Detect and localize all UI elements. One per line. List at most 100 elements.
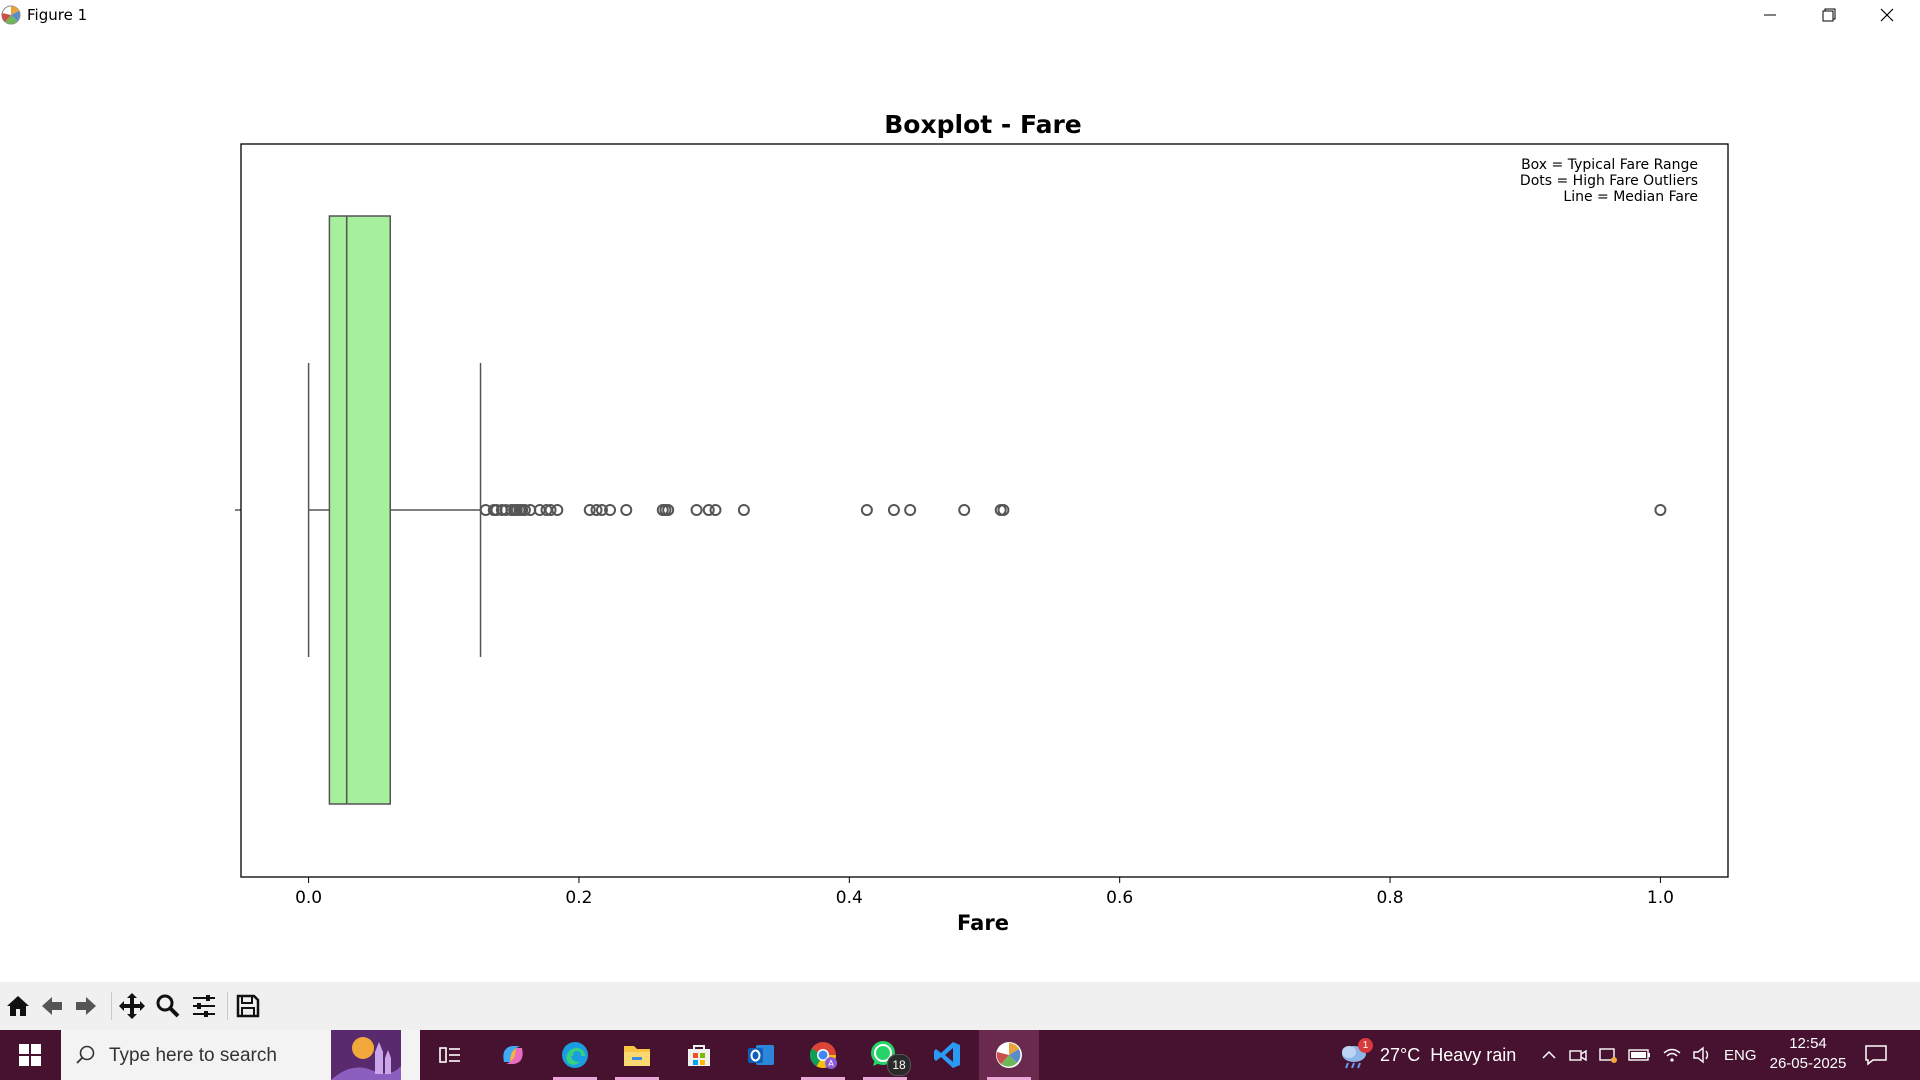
chart-title: Boxplot - Fare — [884, 110, 1082, 139]
outlier-point — [860, 504, 873, 516]
pan-icon — [119, 993, 145, 1019]
meet-now-icon[interactable] — [1568, 1046, 1588, 1064]
box-group — [307, 215, 482, 805]
whatsapp-app[interactable]: 18 — [855, 1030, 915, 1080]
copilot-icon — [503, 1046, 523, 1064]
configure-icon — [193, 995, 215, 1017]
outlier-point — [620, 504, 633, 516]
weather-text: 27°C Heavy rain — [1380, 1044, 1517, 1065]
chrome-icon: A — [809, 1042, 837, 1069]
outlier-point — [595, 504, 608, 516]
taskbar: Type here to search A 18 — [0, 1030, 1920, 1080]
matplotlib-app-icon — [1, 5, 21, 25]
minimize-icon — [1764, 14, 1776, 16]
notifications-button[interactable] — [1864, 1030, 1888, 1080]
outlier-point — [590, 504, 603, 516]
outlier-point — [904, 504, 917, 516]
start-button[interactable] — [0, 1030, 60, 1080]
outlier-point — [544, 504, 557, 516]
chevron-up-icon[interactable] — [1540, 1046, 1558, 1064]
whatsapp-badge: 18 — [887, 1054, 911, 1076]
x-tick-label: 0.0 — [295, 888, 322, 908]
x-axis-ticks: 0.0 0.2 0.4 0.6 0.8 1.0 — [295, 877, 1674, 908]
matplotlib-figure-app[interactable] — [979, 1030, 1039, 1080]
svg-text:A: A — [828, 1059, 834, 1068]
outlier-point — [887, 504, 900, 516]
language-indicator[interactable]: ENG — [1724, 1030, 1757, 1080]
toolbar-separator — [227, 992, 228, 1020]
restore-button[interactable] — [1800, 0, 1858, 30]
task-view-icon — [439, 1047, 460, 1063]
outlier-point — [737, 504, 750, 516]
outlier-point — [997, 504, 1010, 516]
weather-widget[interactable]: 1 27°C Heavy rain — [1338, 1030, 1516, 1080]
search-highlight-icon — [331, 1030, 401, 1080]
windows-logo-icon — [19, 1044, 41, 1066]
restore-icon — [1822, 8, 1836, 22]
iqr-box — [328, 215, 391, 805]
minimize-button[interactable] — [1741, 0, 1799, 30]
back-button[interactable] — [36, 990, 68, 1022]
search-icon — [76, 1045, 95, 1064]
outlook-app[interactable] — [731, 1030, 791, 1080]
outlier-point — [518, 504, 531, 516]
figure-canvas[interactable]: Boxplot - Fare 0.0 0.2 0.4 0.6 0.8 1.0 Fare B… — [0, 30, 1920, 982]
close-icon — [1880, 8, 1894, 22]
x-tick-label: 0.8 — [1377, 888, 1404, 908]
annotation-line-3: Line = Median Fare — [1563, 189, 1698, 205]
vscode-icon — [934, 1042, 960, 1068]
device-icon[interactable] — [1598, 1046, 1618, 1064]
configure-button[interactable] — [188, 990, 220, 1022]
battery-icon[interactable] — [1628, 1047, 1652, 1063]
outlier-point — [690, 504, 703, 516]
forward-icon — [76, 997, 96, 1015]
outlier-point — [702, 504, 715, 516]
language-label: ENG — [1724, 1046, 1757, 1064]
window-title-bar: Figure 1 — [0, 0, 1920, 30]
vscode-app[interactable] — [917, 1030, 977, 1080]
annotation-line-2: Dots = High Fare Outliers — [1520, 173, 1698, 189]
x-tick-label: 0.2 — [565, 888, 592, 908]
home-button[interactable] — [2, 990, 34, 1022]
file-explorer-app[interactable] — [607, 1030, 667, 1080]
weather-badge: 1 — [1358, 1038, 1373, 1053]
forward-button[interactable] — [70, 990, 102, 1022]
copilot-app[interactable] — [483, 1030, 543, 1080]
clock[interactable]: 12:54 26-05-2025 — [1766, 1034, 1850, 1078]
annotation-line-1: Box = Typical Fare Range — [1521, 157, 1698, 173]
outlier-point — [1654, 504, 1667, 516]
x-tick-label: 1.0 — [1647, 888, 1674, 908]
pan-button[interactable] — [116, 990, 148, 1022]
back-icon — [42, 997, 62, 1015]
matplotlib-icon — [996, 1042, 1022, 1068]
clock-time: 12:54 — [1789, 1035, 1827, 1052]
close-button[interactable] — [1858, 0, 1916, 30]
store-icon — [688, 1045, 710, 1066]
volume-icon[interactable] — [1692, 1046, 1712, 1064]
save-button[interactable] — [232, 990, 264, 1022]
notification-icon — [1865, 1045, 1887, 1066]
chrome-app[interactable]: A — [793, 1030, 853, 1080]
boxplot-chart: Boxplot - Fare 0.0 0.2 0.4 0.6 0.8 1.0 Fare B… — [235, 110, 1729, 935]
window-title: Figure 1 — [27, 6, 88, 24]
taskbar-search-box[interactable]: Type here to search — [61, 1030, 420, 1080]
task-view-button[interactable] — [420, 1030, 480, 1080]
system-tray-icons — [1540, 1030, 1712, 1080]
outlier-point — [604, 504, 617, 516]
outlier-group — [479, 504, 1667, 516]
search-placeholder: Type here to search — [109, 1045, 277, 1066]
outlier-point — [551, 504, 564, 516]
save-icon — [236, 994, 260, 1018]
outlier-point — [662, 504, 675, 516]
zoom-button[interactable] — [152, 990, 184, 1022]
navigation-toolbar — [0, 982, 1920, 1030]
x-tick-label: 0.4 — [836, 888, 863, 908]
x-tick-label: 0.6 — [1106, 888, 1133, 908]
toolbar-separator — [111, 992, 112, 1020]
x-axis-label: Fare — [957, 911, 1009, 935]
microsoft-store-app[interactable] — [669, 1030, 729, 1080]
edge-app[interactable] — [545, 1030, 605, 1080]
outlier-point — [958, 504, 971, 516]
wifi-icon[interactable] — [1662, 1046, 1682, 1064]
outlook-icon — [748, 1045, 774, 1065]
